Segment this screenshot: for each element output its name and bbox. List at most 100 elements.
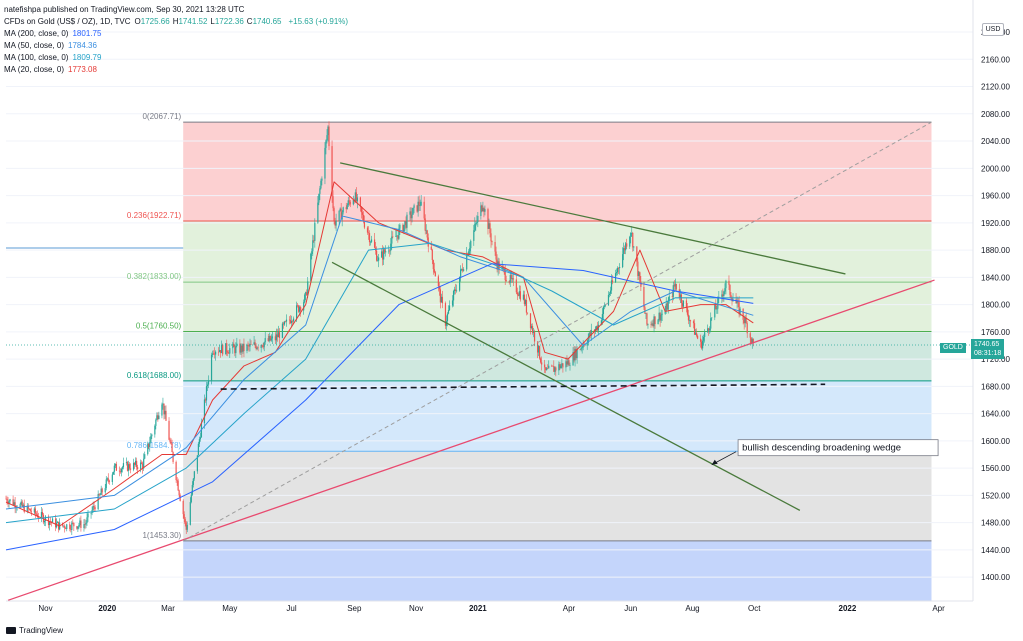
candle-body — [328, 127, 329, 147]
candle-body — [632, 233, 633, 247]
y-tick-label: 1480.00 — [981, 519, 1010, 528]
candle-body — [657, 320, 658, 324]
candle-body — [495, 252, 496, 260]
x-tick-label: Nov — [38, 604, 52, 613]
candle-body — [612, 280, 613, 282]
fib-zone — [183, 122, 931, 221]
candle-body — [617, 268, 618, 272]
candle-body — [610, 291, 611, 294]
x-tick-label: 2020 — [98, 604, 116, 613]
tradingview-footer[interactable]: TradingView — [6, 626, 63, 635]
candle-body — [171, 444, 172, 452]
candle-body — [729, 285, 730, 295]
candle-body — [176, 462, 177, 480]
candle-body — [377, 261, 378, 262]
candle-body — [314, 223, 315, 241]
candle-body — [716, 309, 717, 310]
candle-body — [475, 223, 476, 224]
fib-label: 0.382(1833.00) — [127, 272, 182, 281]
candle-body — [367, 228, 368, 233]
candle-body — [121, 469, 122, 472]
candle-body — [233, 344, 234, 347]
ohlc-o-value: 1725.66 — [141, 17, 170, 26]
candle-body — [490, 233, 491, 241]
candle-body — [168, 421, 169, 440]
candle-body — [357, 197, 358, 201]
candle-body — [190, 502, 191, 525]
candle-body — [568, 360, 569, 365]
candle-body — [64, 526, 65, 528]
candle-body — [36, 514, 37, 515]
candle-body — [98, 494, 99, 509]
candle-body — [676, 284, 677, 290]
x-tick-label: Oct — [748, 604, 761, 613]
change-value: +15.63 (+0.91%) — [288, 16, 348, 28]
candle-body — [540, 358, 541, 362]
x-tick-label: Mar — [161, 604, 175, 613]
candle-body — [547, 368, 548, 369]
candle-body — [185, 519, 186, 522]
candle-body — [476, 222, 477, 223]
candle-body — [144, 454, 145, 459]
candle-body — [271, 338, 272, 340]
candle-body — [30, 509, 31, 511]
candle-body — [715, 305, 716, 309]
candle-body — [350, 202, 351, 205]
candle-body — [728, 281, 729, 285]
ohlc-key: C — [247, 17, 253, 26]
ma-legend-row[interactable]: MA (20, close, 0) 1773.08 — [4, 64, 348, 76]
candle-body — [349, 200, 350, 201]
candle-body — [333, 208, 334, 221]
candle-body — [456, 291, 457, 292]
candle-body — [743, 309, 744, 320]
ma-legend-row[interactable]: MA (200, close, 0) 1801.75 — [4, 28, 348, 40]
candle-body — [325, 140, 326, 148]
candle-body — [473, 230, 474, 241]
candle-body — [149, 442, 150, 446]
candle-body — [491, 241, 492, 242]
candle-body — [286, 320, 287, 322]
candle-body — [187, 525, 188, 530]
candle-body — [654, 316, 655, 324]
candle-body — [9, 499, 10, 501]
candle-body — [42, 512, 43, 515]
candle-body — [226, 343, 227, 352]
candle-body — [371, 239, 372, 241]
candle-body — [293, 319, 294, 322]
candle-body — [95, 507, 96, 509]
candle-body — [106, 479, 107, 488]
candle-body — [587, 343, 588, 345]
candle-body — [431, 247, 432, 250]
candle-body — [527, 313, 528, 314]
candle-body — [100, 495, 101, 496]
currency-badge[interactable]: USD — [982, 23, 1004, 36]
candle-body — [178, 481, 179, 491]
candle-body — [347, 205, 348, 209]
candle-body — [304, 295, 305, 302]
y-tick-label: 1560.00 — [981, 464, 1010, 473]
ma-legend-row[interactable]: MA (50, close, 0) 1784.36 — [4, 40, 348, 52]
candle-body — [113, 472, 114, 475]
candle-body — [582, 348, 583, 349]
candle-body — [204, 399, 205, 423]
candle-body — [198, 444, 199, 456]
candle-body — [622, 254, 623, 267]
candle-body — [459, 277, 460, 291]
candle-body — [105, 488, 106, 492]
x-tick-label: 2021 — [469, 604, 487, 613]
candle-body — [539, 346, 540, 358]
y-tick-label: 2080.00 — [981, 110, 1010, 119]
ma-value: 1773.08 — [68, 64, 97, 76]
candle-body — [319, 188, 320, 194]
candle-body — [681, 294, 682, 303]
candle-body — [69, 524, 70, 529]
candle-body — [544, 365, 545, 368]
candle-body — [155, 420, 156, 426]
candle-body — [78, 525, 79, 526]
candle-body — [460, 269, 461, 276]
candle-body — [374, 239, 375, 247]
candle-body — [87, 513, 88, 517]
candle-body — [35, 508, 36, 513]
ma-legend-row[interactable]: MA (100, close, 0) 1809.79 — [4, 52, 348, 64]
